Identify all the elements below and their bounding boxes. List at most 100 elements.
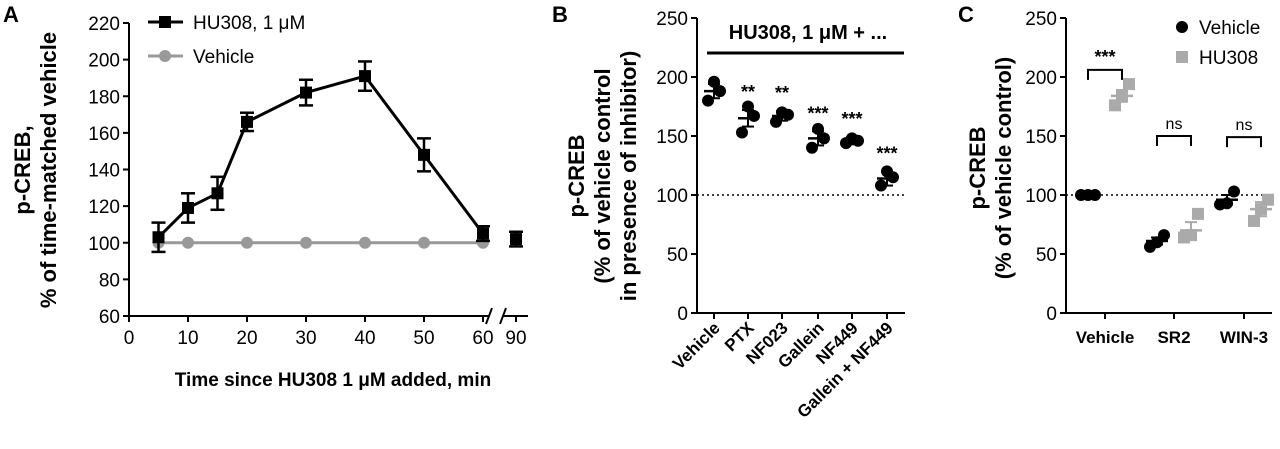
y-tick-label: 100 (1025, 186, 1057, 207)
comparison-label: *** (1094, 47, 1115, 67)
y-tick-label: 200 (88, 51, 120, 72)
significance-label: *** (807, 103, 828, 123)
x-tick-label: 0 (124, 328, 135, 349)
panel-label-b: B (552, 2, 568, 27)
y-tick-label: 60 (99, 307, 120, 328)
data-point (818, 132, 830, 145)
x-tick-label: 20 (236, 328, 257, 349)
data-point-vehicle (1221, 197, 1233, 210)
x-tick-label: Vehicle (669, 318, 724, 373)
data-point (806, 141, 818, 154)
y-tick-label: 200 (1025, 68, 1057, 89)
data-point-hu308 (152, 231, 165, 244)
y-tick-label: 50 (667, 245, 688, 266)
legend-label-vehicle: Vehicle (1199, 18, 1260, 39)
chart-title: HU308, 1 μM + ... (729, 22, 887, 44)
data-point-hu308 (211, 187, 224, 200)
data-point (736, 126, 748, 139)
data-point-hu308 (1262, 193, 1274, 206)
significance-label: ** (741, 82, 755, 102)
data-point (702, 94, 714, 107)
data-point-hu308 (1109, 99, 1121, 112)
data-point-hu308 (241, 115, 253, 128)
x-tick-label: 90 (505, 328, 526, 349)
legend-label-hu308: HU308 (1199, 48, 1258, 69)
data-point-hu308 (1255, 203, 1267, 216)
data-point-hu308 (418, 148, 430, 161)
x-tick-label: 10 (177, 328, 198, 349)
y-tick-label: 250 (1025, 9, 1057, 30)
data-point-hu308 (182, 201, 194, 214)
x-axis-label: Time since HU308 1 μM added, min (175, 370, 491, 391)
x-tick-label: 50 (413, 328, 434, 349)
data-point (812, 122, 824, 135)
legend-marker-vehicle (159, 50, 171, 62)
data-point (776, 106, 788, 119)
data-point-vehicle (1089, 189, 1101, 201)
data-point (875, 179, 887, 192)
data-point-vehicle (1158, 229, 1170, 242)
x-tick-label: 30 (295, 328, 316, 349)
y-tick-label: 250 (656, 9, 688, 30)
y-tick-label: 100 (656, 186, 688, 207)
y-tick-label: 160 (88, 124, 120, 145)
comparison-bracket (1226, 136, 1262, 148)
significance-label: *** (876, 143, 897, 163)
comparison-label: ns (1236, 117, 1253, 134)
comparison-bracket (1087, 68, 1123, 80)
y-axis-label-line-2: % of time-matched vehicle (36, 32, 61, 308)
y-axis-label-line-1: p-CREB (965, 126, 990, 209)
y-tick-label: 50 (1036, 245, 1057, 266)
y-tick-label: 140 (88, 161, 120, 182)
y-tick-label: 0 (677, 304, 688, 325)
legend-marker-hu308 (1176, 51, 1188, 63)
data-point-vehicle (359, 236, 371, 249)
data-point (846, 132, 858, 145)
axis-break-mark (485, 307, 493, 325)
data-point-hu308 (1248, 214, 1260, 227)
y-tick-label: 80 (99, 270, 120, 291)
series-line-hu308 (157, 74, 485, 239)
y-tick-label: 120 (88, 197, 120, 218)
data-point (770, 115, 782, 128)
y-tick-label: 150 (1025, 127, 1057, 148)
axis-break-mark (499, 307, 507, 325)
data-point-hu308 (510, 233, 522, 246)
data-point-hu308 (359, 70, 371, 83)
x-tick-label: WIN-3 (1220, 328, 1268, 347)
data-point-hu308 (1185, 229, 1197, 242)
x-tick-label: 60 (472, 328, 493, 349)
legend-marker-vehicle (1176, 21, 1188, 33)
data-point-vehicle (1228, 185, 1240, 198)
y-tick-label: 220 (88, 14, 120, 35)
data-point-hu308 (477, 227, 489, 240)
y-axis-label-line-3: in presence of inhibitor) (616, 51, 641, 302)
comparison-bracket (1156, 135, 1192, 146)
significance-label: *** (841, 109, 862, 129)
data-point-hu308 (1123, 78, 1135, 91)
y-tick-label: 100 (88, 234, 120, 255)
x-tick-label: 40 (354, 328, 375, 349)
x-tick-label: SR2 (1157, 328, 1190, 347)
data-point-vehicle (418, 236, 430, 249)
panel-b-chart: 0 50 100 150 200 250 HU308, 1 μM + ... p-CREB (%… (564, 9, 905, 422)
y-tick-label: 180 (88, 87, 120, 108)
y-tick-label: 150 (656, 127, 688, 148)
y-axis-label-line-2: (% of vehicle control (590, 68, 615, 283)
data-point (714, 85, 726, 98)
legend-marker-hu308 (159, 16, 171, 28)
x-tick-label: Vehicle (1076, 328, 1135, 347)
data-point (881, 165, 893, 178)
data-point-hu308 (300, 86, 312, 99)
panel-label-a: A (3, 2, 19, 27)
data-point (708, 75, 720, 88)
data-point-vehicle (300, 236, 312, 249)
data-point (742, 100, 754, 113)
y-tick-label: 0 (1046, 304, 1057, 325)
data-point (748, 109, 760, 122)
comparison-label: ns (1166, 116, 1183, 133)
y-axis-label-line-1: p-CREB, (10, 125, 35, 214)
panel-c-chart: 0 50 100 150 200 250 p-CREB (% of vehicle contr… (965, 9, 1274, 347)
data-point-hu308 (1192, 207, 1204, 220)
